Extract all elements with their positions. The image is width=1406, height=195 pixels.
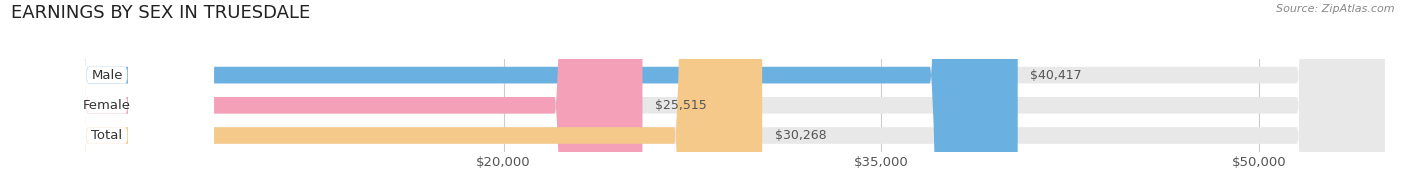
Text: $25,515: $25,515	[655, 99, 707, 112]
FancyBboxPatch shape	[0, 0, 214, 195]
FancyBboxPatch shape	[0, 0, 1018, 195]
FancyBboxPatch shape	[0, 0, 762, 195]
Text: $30,268: $30,268	[775, 129, 827, 142]
FancyBboxPatch shape	[0, 0, 643, 195]
Text: $40,417: $40,417	[1031, 69, 1083, 82]
Text: Total: Total	[91, 129, 122, 142]
FancyBboxPatch shape	[0, 0, 214, 195]
Text: Source: ZipAtlas.com: Source: ZipAtlas.com	[1277, 4, 1395, 14]
FancyBboxPatch shape	[0, 0, 214, 195]
Text: Female: Female	[83, 99, 131, 112]
Text: EARNINGS BY SEX IN TRUESDALE: EARNINGS BY SEX IN TRUESDALE	[11, 4, 311, 22]
Text: Male: Male	[91, 69, 122, 82]
